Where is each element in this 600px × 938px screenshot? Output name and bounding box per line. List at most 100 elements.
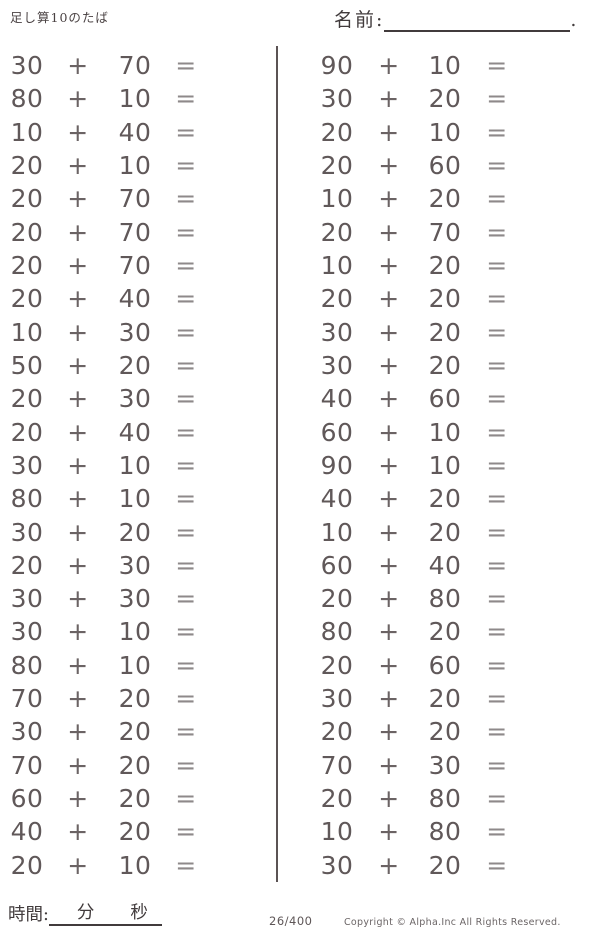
operand-1: 10: [320, 817, 354, 847]
plus-sign: +: [67, 484, 89, 514]
equals-sign: =: [175, 384, 197, 414]
equals-sign: =: [486, 317, 508, 347]
plus-sign: +: [378, 84, 400, 114]
operand-2: 20: [118, 517, 152, 547]
problem-row: 20 +70 =: [7, 216, 211, 249]
problem-row: 20 +10 =: [317, 116, 525, 149]
equals-sign: =: [175, 584, 197, 614]
operand-2: 20: [118, 784, 152, 814]
operand-2: 30: [118, 550, 152, 580]
operand-1: 10: [10, 317, 44, 347]
operand-2: 10: [118, 850, 152, 880]
operand-1: 10: [320, 251, 354, 281]
problem-row: 40 +20 =: [7, 815, 211, 848]
operand-2: 10: [428, 51, 462, 81]
operand-1: 60: [320, 550, 354, 580]
operand-2: 20: [118, 350, 152, 380]
problem-row: 70 +30 =: [317, 749, 525, 782]
operand-1: 90: [320, 450, 354, 480]
plus-sign: +: [67, 284, 89, 314]
problem-row: 80 +10 =: [7, 649, 211, 682]
equals-sign: =: [175, 784, 197, 814]
equals-sign: =: [175, 617, 197, 647]
problem-row: 20 +80 =: [317, 582, 525, 615]
problem-row: 20 +10 =: [7, 849, 211, 882]
operand-2: 40: [118, 417, 152, 447]
operand-1: 20: [10, 384, 44, 414]
problem-row: 20 +70 =: [317, 216, 525, 249]
problem-row: 30 +20 =: [7, 715, 211, 748]
operand-2: 60: [428, 384, 462, 414]
operand-2: 40: [428, 550, 462, 580]
operand-1: 80: [10, 484, 44, 514]
operand-2: 20: [428, 684, 462, 714]
plus-sign: +: [67, 650, 89, 680]
operand-1: 30: [10, 617, 44, 647]
plus-sign: +: [378, 517, 400, 547]
problem-row: 20 +20 =: [317, 282, 525, 315]
equals-sign: =: [175, 484, 197, 514]
plus-sign: +: [378, 850, 400, 880]
plus-sign: +: [67, 450, 89, 480]
plus-sign: +: [378, 317, 400, 347]
problem-row: 10 +40 =: [7, 116, 211, 149]
problems-column-right: 90 +10 = 30 +20 = 20 +10 = 20 +60 = 10 +20 = 20 +70 = 10 +2…: [317, 49, 525, 882]
plus-sign: +: [67, 417, 89, 447]
operand-1: 60: [10, 784, 44, 814]
operand-1: 20: [10, 184, 44, 214]
operand-1: 10: [320, 517, 354, 547]
operand-1: 20: [320, 784, 354, 814]
equals-sign: =: [175, 717, 197, 747]
seconds-label: 秒: [130, 903, 148, 923]
problem-row: 30 +10 =: [7, 449, 211, 482]
operand-2: 10: [118, 450, 152, 480]
operand-2: 10: [118, 151, 152, 181]
plus-sign: +: [378, 117, 400, 147]
plus-sign: +: [67, 850, 89, 880]
operand-2: 30: [428, 750, 462, 780]
operand-1: 40: [320, 384, 354, 414]
problems-column-left: 30 +70 = 80 +10 = 10 +40 = 20 +10 = 20 +70 = 20 +70 = 20 +7…: [7, 49, 211, 882]
equals-sign: =: [486, 717, 508, 747]
operand-1: 20: [10, 151, 44, 181]
problem-row: 10 +30 =: [7, 316, 211, 349]
plus-sign: +: [378, 650, 400, 680]
problem-row: 10 +20 =: [317, 515, 525, 548]
plus-sign: +: [378, 217, 400, 247]
equals-sign: =: [486, 217, 508, 247]
problem-row: 20 +30 =: [7, 382, 211, 415]
plus-sign: +: [378, 184, 400, 214]
operand-1: 10: [320, 184, 354, 214]
operand-2: 70: [118, 217, 152, 247]
problem-row: 60 +10 =: [317, 415, 525, 448]
plus-sign: +: [67, 184, 89, 214]
equals-sign: =: [175, 184, 197, 214]
time-entry-line: 分秒: [48, 903, 162, 926]
operand-1: 30: [10, 517, 44, 547]
operand-1: 30: [320, 84, 354, 114]
operand-1: 90: [320, 51, 354, 81]
plus-sign: +: [67, 617, 89, 647]
operand-2: 10: [428, 417, 462, 447]
plus-sign: +: [67, 251, 89, 281]
operand-2: 10: [428, 450, 462, 480]
operand-1: 30: [320, 684, 354, 714]
operand-2: 40: [118, 284, 152, 314]
operand-1: 70: [320, 750, 354, 780]
operand-2: 20: [428, 350, 462, 380]
equals-sign: =: [175, 317, 197, 347]
equals-sign: =: [486, 850, 508, 880]
equals-sign: =: [486, 350, 508, 380]
operand-1: 30: [10, 450, 44, 480]
problem-row: 20 +80 =: [317, 782, 525, 815]
operand-2: 20: [428, 284, 462, 314]
operand-1: 30: [320, 317, 354, 347]
operand-1: 20: [10, 417, 44, 447]
problem-row: 20 +10 =: [7, 149, 211, 182]
operand-2: 20: [118, 684, 152, 714]
equals-sign: =: [486, 417, 508, 447]
problem-row: 90 +10 =: [317, 49, 525, 82]
operand-2: 70: [118, 251, 152, 281]
problem-row: 40 +60 =: [317, 382, 525, 415]
problem-row: 80 +20 =: [317, 615, 525, 648]
